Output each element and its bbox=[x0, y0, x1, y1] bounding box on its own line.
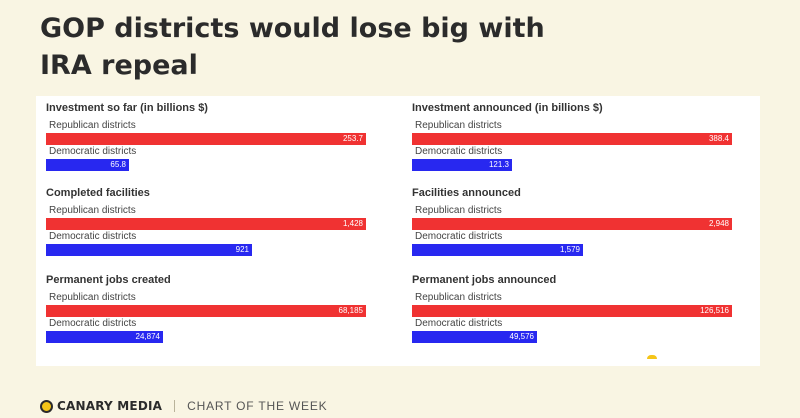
page-title: GOP districts would lose big with IRA re… bbox=[40, 13, 545, 81]
series-label: Republican districts bbox=[49, 120, 136, 131]
bar-chart: Completed facilities Republican districts… bbox=[46, 187, 366, 267]
footer-divider bbox=[174, 400, 176, 412]
series-label: Democratic districts bbox=[415, 318, 503, 329]
bar-democratic bbox=[412, 159, 512, 171]
chart-title: Facilities announced bbox=[412, 187, 521, 199]
decorative-dot bbox=[647, 355, 657, 359]
bar-republican bbox=[46, 133, 366, 145]
bar-republican bbox=[412, 218, 732, 230]
bar-value-label: 921 bbox=[235, 245, 249, 254]
series-label: Republican districts bbox=[415, 292, 502, 303]
bar-chart: Investment announced (in billions $) Repu… bbox=[412, 102, 732, 182]
series-label: Republican districts bbox=[49, 205, 136, 216]
series-republican: Republican districts 2,948 bbox=[412, 205, 732, 235]
bar-democratic bbox=[412, 244, 583, 256]
series-republican: Republican districts 253.7 bbox=[46, 120, 366, 150]
bar-value-label: 49,576 bbox=[509, 332, 534, 341]
series-label: Democratic districts bbox=[415, 146, 503, 157]
chart-title: Completed facilities bbox=[46, 187, 150, 199]
series-label: Republican districts bbox=[49, 292, 136, 303]
series-democratic: Democratic districts 121.3 bbox=[412, 146, 732, 176]
bar-democratic bbox=[46, 331, 163, 343]
chart-title: Permanent jobs created bbox=[46, 274, 171, 286]
series-label: Democratic districts bbox=[49, 146, 137, 157]
series-democratic: Democratic districts 49,576 bbox=[412, 318, 732, 348]
bar-chart: Investment so far (in billions $) Republi… bbox=[46, 102, 366, 182]
bar-value-label: 24,874 bbox=[135, 332, 160, 341]
bar-chart: Facilities announced Republican districts… bbox=[412, 187, 732, 267]
chart-title: Investment announced (in billions $) bbox=[412, 102, 603, 114]
chart-title: Permanent jobs announced bbox=[412, 274, 557, 286]
bar-value-label: 253.7 bbox=[342, 134, 363, 143]
series-label: Republican districts bbox=[415, 120, 502, 131]
bar-republican bbox=[412, 305, 732, 317]
canary-logo-icon bbox=[40, 399, 53, 413]
chart-title: Investment so far (in billions $) bbox=[46, 102, 208, 114]
bar-value-label: 126,516 bbox=[700, 306, 729, 315]
bar-democratic bbox=[46, 244, 252, 256]
bar-value-label: 121.3 bbox=[488, 160, 509, 169]
charts-panel: Investment so far (in billions $) Republi… bbox=[36, 96, 760, 366]
series-republican: Republican districts 126,516 bbox=[412, 292, 732, 322]
bar-value-label: 2,948 bbox=[708, 219, 729, 228]
series-democratic: Democratic districts 65.8 bbox=[46, 146, 366, 176]
series-label: Democratic districts bbox=[49, 231, 137, 242]
series-label: Republican districts bbox=[415, 205, 502, 216]
bar-value-label: 65.8 bbox=[110, 160, 126, 169]
series-democratic: Democratic districts 921 bbox=[46, 231, 366, 261]
series-democratic: Democratic districts 1,579 bbox=[412, 231, 732, 261]
series-republican: Republican districts 388.4 bbox=[412, 120, 732, 150]
bar-chart: Permanent jobs created Republican distric… bbox=[46, 274, 366, 354]
bar-republican bbox=[46, 305, 366, 317]
series-label: Democratic districts bbox=[415, 231, 503, 242]
bar-chart: Permanent jobs announced Republican distr… bbox=[412, 274, 732, 354]
series-republican: Republican districts 1,428 bbox=[46, 205, 366, 235]
series-republican: Republican districts 68,185 bbox=[46, 292, 366, 322]
bar-republican bbox=[46, 218, 366, 230]
bar-value-label: 1,428 bbox=[342, 219, 363, 228]
series-democratic: Democratic districts 24,874 bbox=[46, 318, 366, 348]
bar-value-label: 68,185 bbox=[338, 306, 363, 315]
bar-value-label: 1,579 bbox=[559, 245, 580, 254]
footer-tagline: CHART OF THE WEEK bbox=[187, 399, 328, 413]
bar-value-label: 388.4 bbox=[708, 134, 729, 143]
bar-democratic bbox=[412, 331, 537, 343]
bar-democratic bbox=[46, 159, 129, 171]
brand-name: CANARY MEDIA bbox=[57, 399, 163, 413]
footer: CANARY MEDIA CHART OF THE WEEK bbox=[40, 396, 327, 416]
bar-republican bbox=[412, 133, 732, 145]
series-label: Democratic districts bbox=[49, 318, 137, 329]
